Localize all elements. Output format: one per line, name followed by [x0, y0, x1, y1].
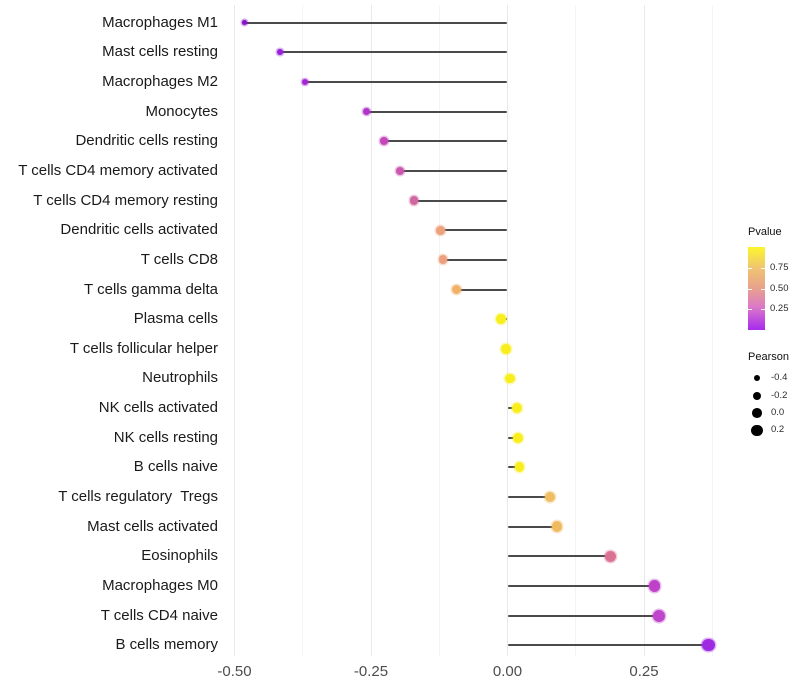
- lollipop-dot: [438, 255, 448, 265]
- y-axis-label: Neutrophils: [142, 369, 218, 387]
- lollipop-dot: [395, 166, 404, 175]
- y-axis-label: NK cells resting: [113, 428, 218, 446]
- pearson-legend-title: Pearson: [748, 351, 789, 363]
- y-axis-label: T cells CD4 memory activated: [18, 161, 218, 179]
- lollipop-dot: [380, 137, 389, 146]
- lollipop-stem: [507, 496, 551, 499]
- lollipop-dot: [451, 285, 461, 295]
- lollipop-dot: [409, 196, 419, 205]
- lollipop-stem: [507, 644, 709, 647]
- lollipop-dot: [362, 107, 371, 116]
- y-axis-label: Monocytes: [145, 102, 218, 120]
- lollipop-stem: [507, 614, 659, 617]
- lollipop-dot: [604, 550, 616, 562]
- lollipop-stem: [244, 21, 508, 24]
- lollipop-dot: [512, 403, 523, 414]
- y-axis-label: T cells CD8: [140, 250, 218, 268]
- pearson-size-label: 0.2: [771, 424, 785, 436]
- lollipop-stem: [443, 258, 508, 261]
- pearson-size-label: -0.4: [771, 372, 788, 384]
- lollipop-stem: [366, 110, 508, 113]
- y-axis-label: Dendritic cells resting: [75, 132, 218, 150]
- lollipop-dot: [276, 49, 283, 56]
- y-axis-label: T cells CD4 memory resting: [33, 191, 218, 209]
- lollipop-stem: [440, 229, 508, 232]
- lollipop-stem: [399, 169, 508, 172]
- y-axis-label: Macrophages M0: [102, 576, 218, 594]
- gridline-minor: [575, 5, 577, 656]
- colorbar-tick-label: 0.75: [770, 261, 789, 273]
- colorbar-tick-label: 0.50: [770, 282, 789, 294]
- pearson-size-dot: [752, 391, 762, 400]
- y-axis-label: Plasma cells: [133, 310, 218, 328]
- lollipop-dot: [648, 580, 661, 592]
- lollipop-dot: [544, 491, 556, 503]
- gridline-minor: [438, 5, 440, 656]
- lollipop-stem: [507, 436, 519, 439]
- pvalue-colorbar: [748, 247, 765, 330]
- x-tick-label: 0.25: [629, 663, 659, 680]
- lollipop-stem: [507, 555, 611, 558]
- lollipop-stem: [279, 51, 508, 54]
- pearson-size-dot: [752, 408, 762, 418]
- y-axis-label: T cells gamma delta: [84, 280, 218, 298]
- y-axis-label: B cells memory: [115, 636, 218, 654]
- colorbar-tick: [761, 309, 765, 311]
- lollipop-stem: [507, 525, 558, 528]
- lollipop-stem: [507, 584, 655, 587]
- colorbar-tick: [761, 267, 765, 269]
- lollipop-dot: [513, 432, 524, 443]
- pearson-size-label: -0.2: [771, 389, 788, 401]
- lollipop-dot: [436, 225, 446, 235]
- x-tick-label: 0.00: [492, 663, 523, 680]
- pearson-size-dot: [754, 375, 760, 382]
- y-axis-label: B cells naive: [133, 458, 218, 476]
- lollipop-dot: [551, 521, 563, 532]
- lollipop-stem: [456, 288, 508, 291]
- y-axis-label: Macrophages M2: [102, 72, 218, 90]
- colorbar-tick: [748, 267, 752, 269]
- colorbar-tick: [761, 288, 765, 290]
- lollipop-stem: [507, 466, 520, 469]
- lollipop-dot: [504, 373, 515, 384]
- pvalue-legend-title: Pvalue: [748, 226, 782, 238]
- gridline-major: [507, 5, 508, 656]
- lollipop-stem: [384, 140, 508, 143]
- lollipop-dot: [652, 609, 665, 622]
- lollipop-stem: [304, 80, 508, 83]
- y-axis-label: T cells follicular helper: [69, 339, 218, 357]
- gridline-major: [643, 5, 645, 656]
- colorbar-tick: [748, 288, 752, 290]
- y-axis-label: Mast cells resting: [102, 43, 218, 61]
- y-axis-label: NK cells activated: [98, 399, 218, 417]
- y-axis-label: T cells CD4 naive: [100, 606, 218, 624]
- gridline-major: [370, 5, 372, 656]
- colorbar-tick-label: 0.25: [770, 303, 789, 315]
- y-axis-label: Eosinophils: [141, 547, 218, 565]
- lollipop-dot: [242, 20, 248, 26]
- lollipop-dot: [702, 639, 715, 652]
- lollipop-stem: [414, 199, 508, 202]
- gridline-minor: [302, 5, 304, 656]
- x-tick-label: -0.25: [353, 663, 389, 680]
- lollipop-dot: [500, 343, 511, 354]
- colorbar-tick: [748, 309, 752, 311]
- y-axis-label: Mast cells activated: [87, 517, 218, 535]
- lollipop-dot: [514, 462, 525, 473]
- y-axis-label: Macrophages M1: [102, 13, 218, 31]
- lollipop-dot: [496, 314, 506, 325]
- y-axis-label: Dendritic cells activated: [60, 221, 218, 239]
- pearson-size-label: 0.0: [771, 406, 785, 418]
- lollipop-dot: [301, 78, 309, 86]
- gridline-major: [234, 5, 235, 656]
- pearson-size-dot: [751, 424, 763, 436]
- gridline-minor: [711, 5, 713, 656]
- y-axis-label: T cells regulatory Tregs: [58, 488, 218, 506]
- x-tick-label: -0.50: [217, 663, 252, 680]
